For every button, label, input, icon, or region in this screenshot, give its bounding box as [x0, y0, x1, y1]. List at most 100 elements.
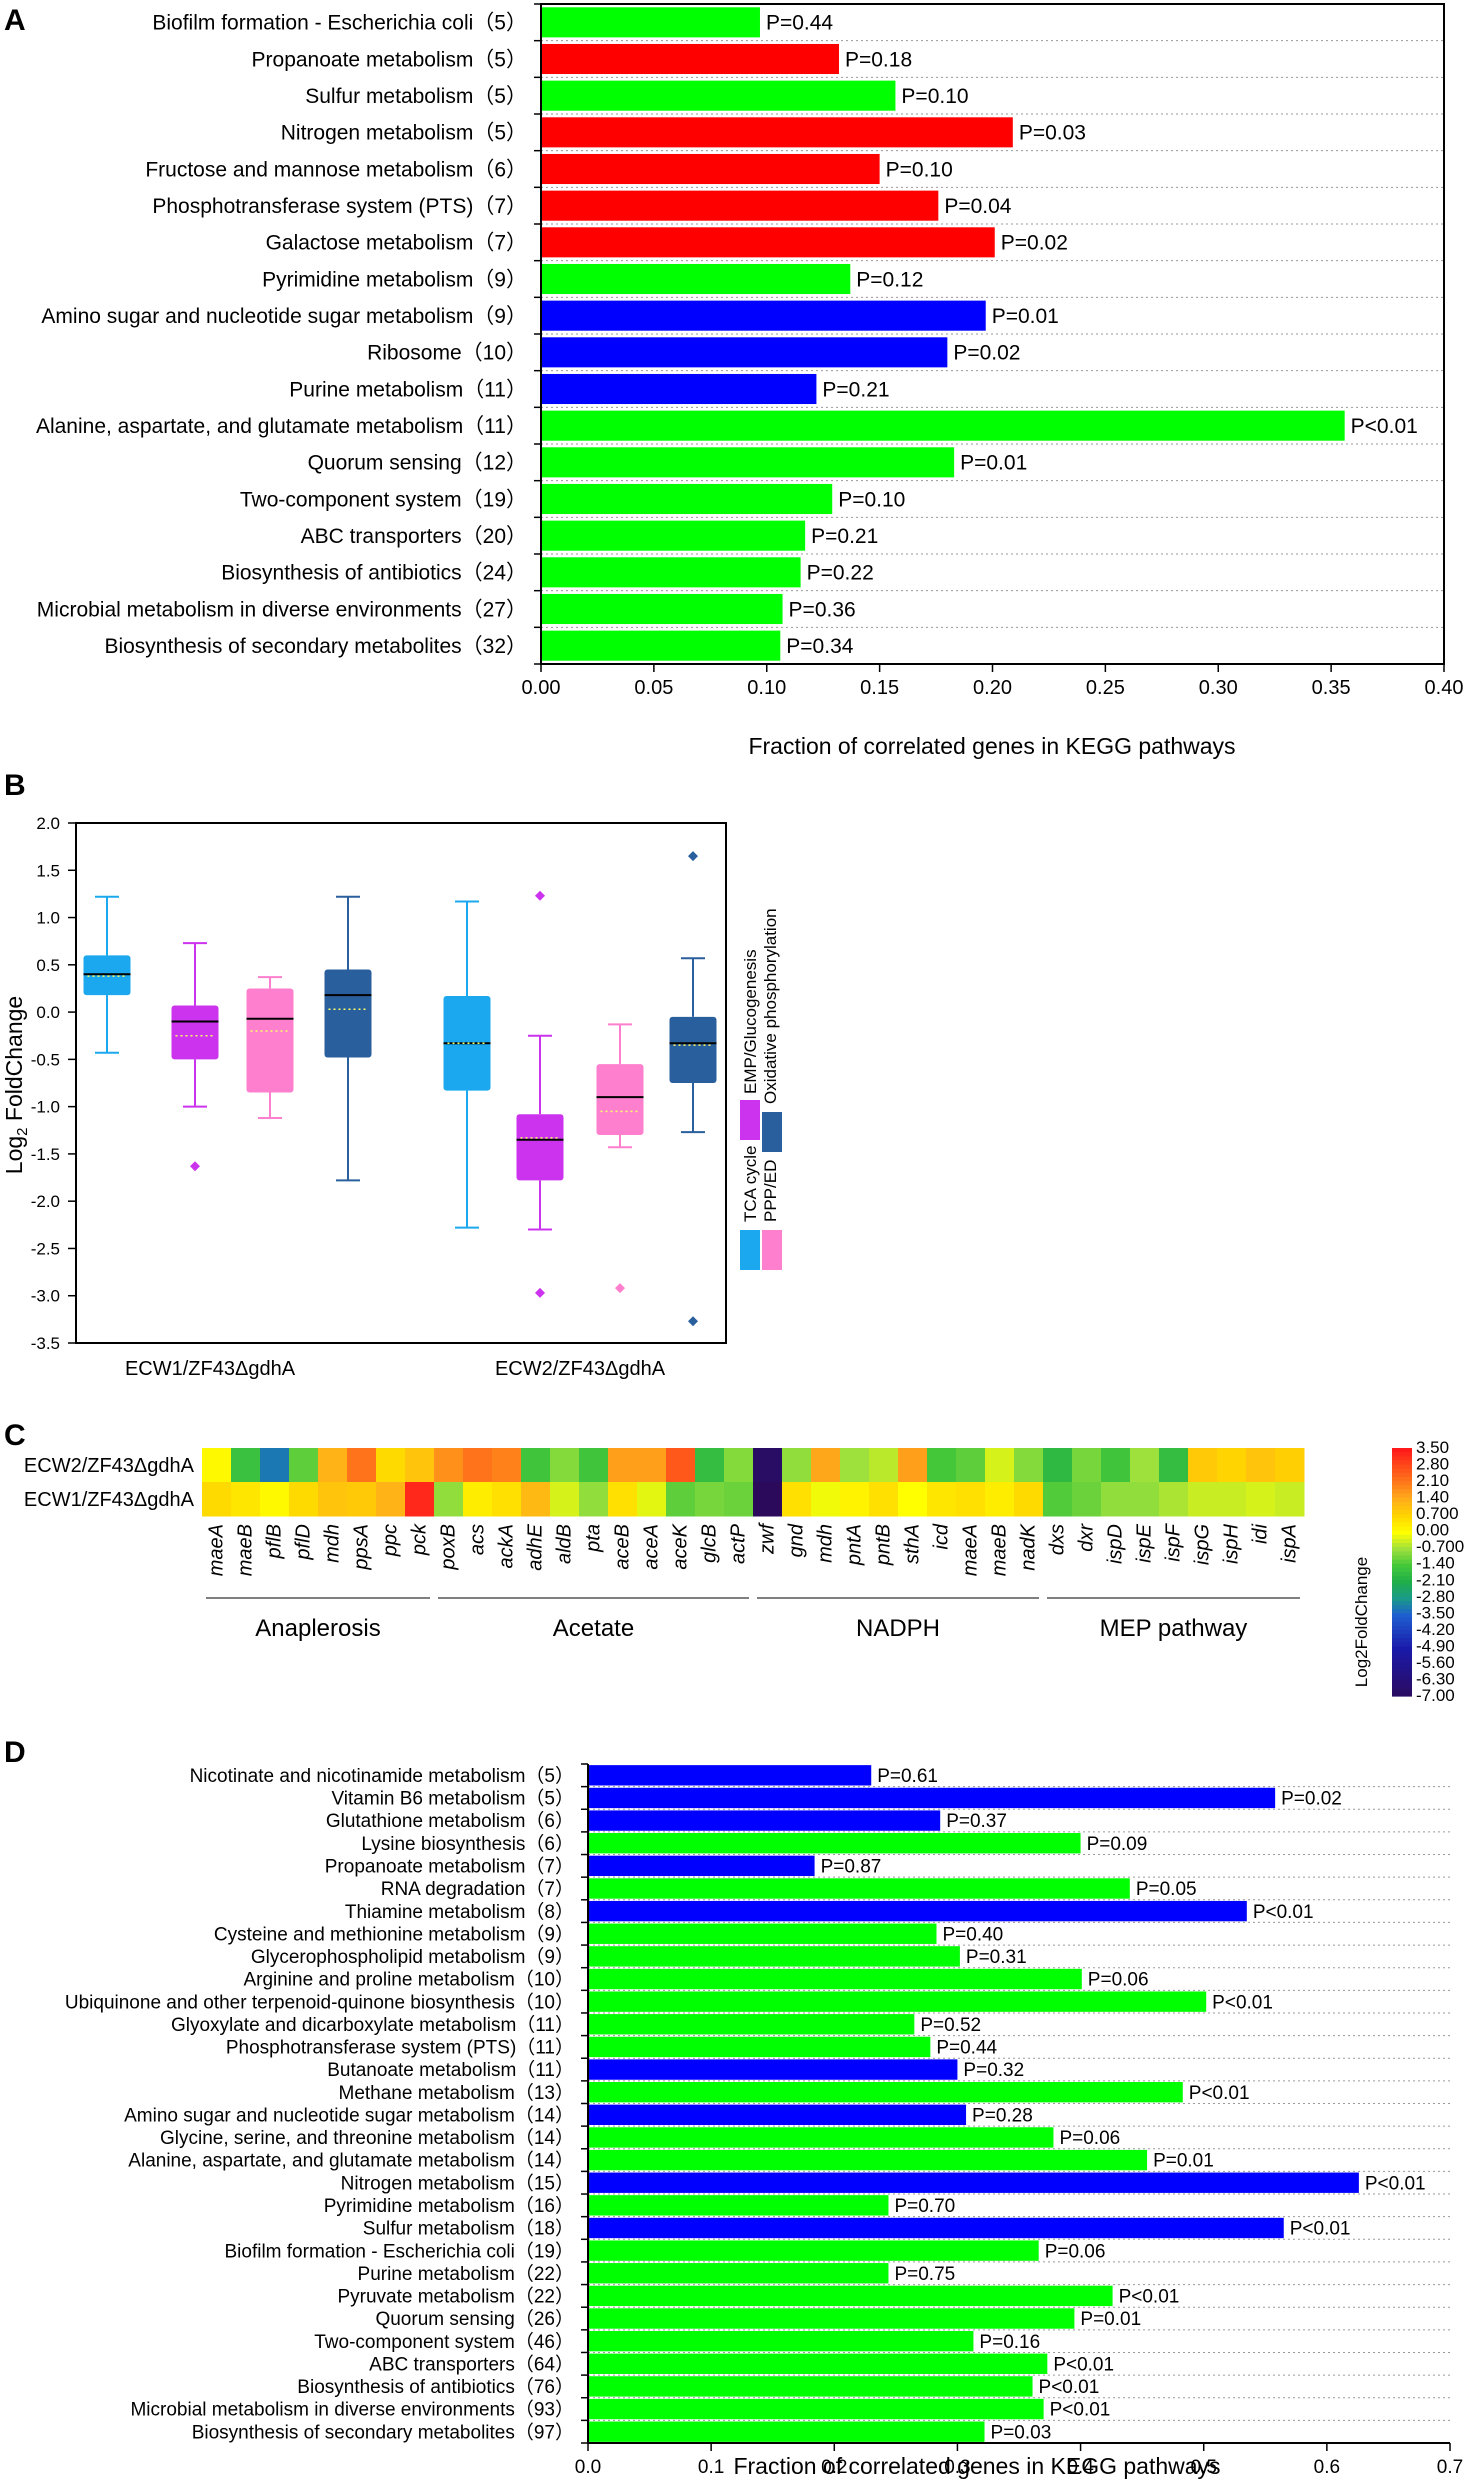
gene-label: acs [467, 1524, 489, 1555]
colorbar-segment [1392, 1468, 1412, 1474]
heatmap-cell [434, 1482, 464, 1517]
gene-label: dxs [1047, 1524, 1069, 1555]
heatmap-cell [1188, 1482, 1218, 1517]
bar [541, 190, 939, 221]
colorbar-segment [1392, 1489, 1412, 1495]
x-tick-label: 0.7 [1437, 2457, 1463, 2478]
heatmap-cell [753, 1448, 783, 1483]
p-value-label: P<0.01 [1189, 2083, 1250, 2104]
x-tick-label: 0.3 [944, 2457, 970, 2478]
colorbar-tick-label: 0.700 [1416, 1504, 1459, 1523]
bar [588, 2081, 1183, 2103]
colorbar-tick-label: -3.50 [1416, 1603, 1455, 1622]
colorbar-segment [1392, 1460, 1412, 1466]
p-value-label: P=0.02 [953, 342, 1020, 365]
heatmap-cell [637, 1482, 667, 1517]
colorbar-segment [1392, 1667, 1412, 1672]
p-value-label: P=0.06 [1059, 2128, 1120, 2149]
p-value-label: P<0.01 [1050, 2400, 1111, 2421]
p-value-label: P=0.34 [786, 635, 853, 658]
p-value-label: P<0.01 [1290, 2219, 1351, 2240]
heatmap-cell [1014, 1482, 1044, 1517]
p-value-label: P=0.31 [966, 1947, 1027, 1968]
bar [541, 483, 833, 515]
colorbar-segment [1392, 1658, 1412, 1664]
colorbar-tick-label: 1.40 [1416, 1488, 1449, 1507]
bar [588, 1810, 941, 1831]
colorbar-segment [1392, 1654, 1412, 1660]
category-label: Cysteine and methionine metabolism（9） [214, 1923, 574, 1945]
gene-label: pflD [293, 1524, 315, 1561]
gene-label: ispE [1134, 1523, 1156, 1563]
gene-label: ispH [1221, 1523, 1243, 1564]
x-tick-label: 0.6 [1314, 2457, 1340, 2478]
colorbar-segment [1392, 1600, 1412, 1606]
colorbar-segment [1392, 1530, 1412, 1536]
x-tick-label: 0.30 [1199, 677, 1238, 699]
colorbar-segment [1392, 1497, 1412, 1503]
bar [588, 1923, 937, 1944]
colorbar-tick-label: 2.80 [1416, 1455, 1449, 1474]
colorbar-segment [1392, 1662, 1412, 1668]
p-value-label: P=0.10 [886, 158, 953, 181]
y-tick-label: 1.0 [36, 909, 60, 928]
legend-label: TCA cycle [741, 1145, 760, 1222]
category-label: Sulfur metabolism（5） [305, 85, 527, 108]
category-label: Phosphotransferase system (PTS)（11） [226, 2037, 574, 2059]
category-label: Lysine biosynthesis（6） [361, 1833, 574, 1855]
bar [588, 2398, 1044, 2420]
gene-label: poxB [438, 1524, 460, 1571]
y-tick-label: -3.0 [31, 1287, 60, 1306]
colorbar-segment [1392, 1642, 1412, 1647]
heatmap-cell [1275, 1448, 1305, 1483]
gene-label: maeA [206, 1524, 228, 1576]
bar [541, 263, 851, 295]
p-value-label: P=0.61 [877, 1766, 938, 1787]
box-outlier [535, 890, 545, 901]
heatmap-cell [521, 1448, 551, 1483]
gene-label: aceK [670, 1522, 692, 1569]
p-value-label: P=0.21 [811, 525, 878, 548]
panel-d-xlabel: Fraction of correlated genes in KEGG pat… [733, 2453, 1220, 2479]
bar [588, 2353, 1048, 2374]
p-value-label: P=0.87 [821, 1857, 882, 1878]
bar [588, 1855, 815, 1877]
p-value-label: P=0.01 [992, 305, 1059, 328]
colorbar-segment [1392, 1638, 1412, 1643]
colorbar-tick-label: -2.80 [1416, 1587, 1455, 1606]
category-label: Amino sugar and nucleotide sugar metabol… [124, 2104, 574, 2126]
p-value-label: P=0.22 [807, 562, 874, 585]
colorbar-segment [1392, 1605, 1412, 1610]
p-value-label: P=0.06 [1088, 1970, 1149, 1991]
y-tick-label: 0.5 [36, 956, 60, 975]
p-value-label: P<0.01 [1039, 2377, 1100, 2398]
pathway-group-label: Anaplerosis [255, 1615, 380, 1642]
p-value-label: P=0.04 [944, 195, 1011, 218]
colorbar-segment [1392, 1679, 1412, 1685]
x-tick-label: 0.40 [1425, 677, 1464, 699]
panel-d-bar-chart: Nicotinate and nicotinamide metabolism（5… [65, 1763, 1463, 2478]
bar [541, 593, 783, 625]
category-label: ABC transporters（64） [369, 2353, 574, 2375]
p-value-label: P=0.40 [942, 1924, 1003, 1945]
colorbar-segment [1392, 1481, 1412, 1486]
p-value-label: P=0.21 [822, 378, 889, 401]
colorbar-segment [1392, 1505, 1412, 1511]
bar [541, 117, 1013, 148]
heatmap-cell [1217, 1448, 1247, 1483]
bar [541, 373, 817, 405]
category-label: Biofilm formation - Escherichia coli（5） [152, 12, 527, 35]
gene-label: ispD [1105, 1524, 1127, 1564]
bar [588, 2330, 974, 2352]
colorbar-segment [1392, 1476, 1412, 1482]
y-tick-label: -3.5 [31, 1334, 60, 1353]
panel-letter-c: C [4, 1419, 26, 1452]
category-label: Alanine, aspartate, and glutamate metabo… [128, 2150, 574, 2172]
category-label: Pyruvate metabolism（22） [337, 2286, 574, 2308]
heatmap-cell [289, 1448, 319, 1483]
category-label: Phosphotransferase system (PTS)（7） [152, 195, 527, 218]
category-label: Propanoate metabolism（7） [325, 1856, 574, 1878]
colorbar-segment [1392, 1522, 1412, 1528]
p-value-label: P=0.75 [894, 2264, 955, 2285]
gene-label: actP [728, 1523, 750, 1564]
